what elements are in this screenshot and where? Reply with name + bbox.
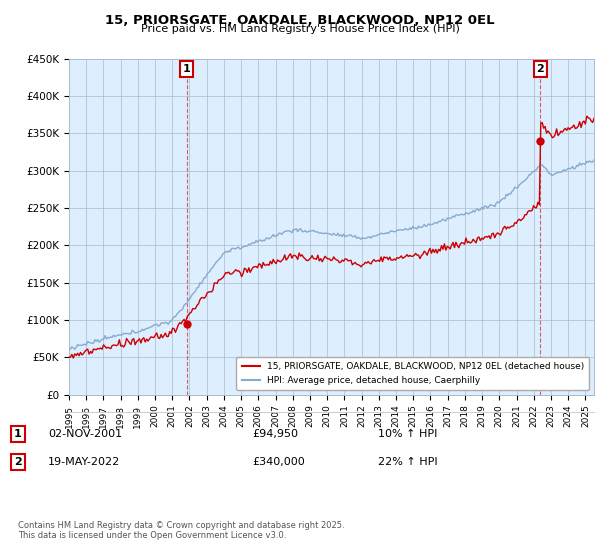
Text: £340,000: £340,000	[252, 457, 305, 467]
Text: Contains HM Land Registry data © Crown copyright and database right 2025.
This d: Contains HM Land Registry data © Crown c…	[18, 521, 344, 540]
Text: 22% ↑ HPI: 22% ↑ HPI	[378, 457, 437, 467]
Text: Price paid vs. HM Land Registry's House Price Index (HPI): Price paid vs. HM Land Registry's House …	[140, 24, 460, 34]
Text: 2: 2	[14, 457, 22, 467]
Text: 1: 1	[14, 429, 22, 439]
Legend: 15, PRIORSGATE, OAKDALE, BLACKWOOD, NP12 0EL (detached house), HPI: Average pric: 15, PRIORSGATE, OAKDALE, BLACKWOOD, NP12…	[236, 357, 589, 390]
Text: 2: 2	[536, 64, 544, 74]
Text: 1: 1	[183, 64, 191, 74]
Text: £94,950: £94,950	[252, 429, 298, 439]
Text: 19-MAY-2022: 19-MAY-2022	[48, 457, 120, 467]
Text: 10% ↑ HPI: 10% ↑ HPI	[378, 429, 437, 439]
Text: 02-NOV-2001: 02-NOV-2001	[48, 429, 122, 439]
Text: 15, PRIORSGATE, OAKDALE, BLACKWOOD, NP12 0EL: 15, PRIORSGATE, OAKDALE, BLACKWOOD, NP12…	[105, 14, 495, 27]
